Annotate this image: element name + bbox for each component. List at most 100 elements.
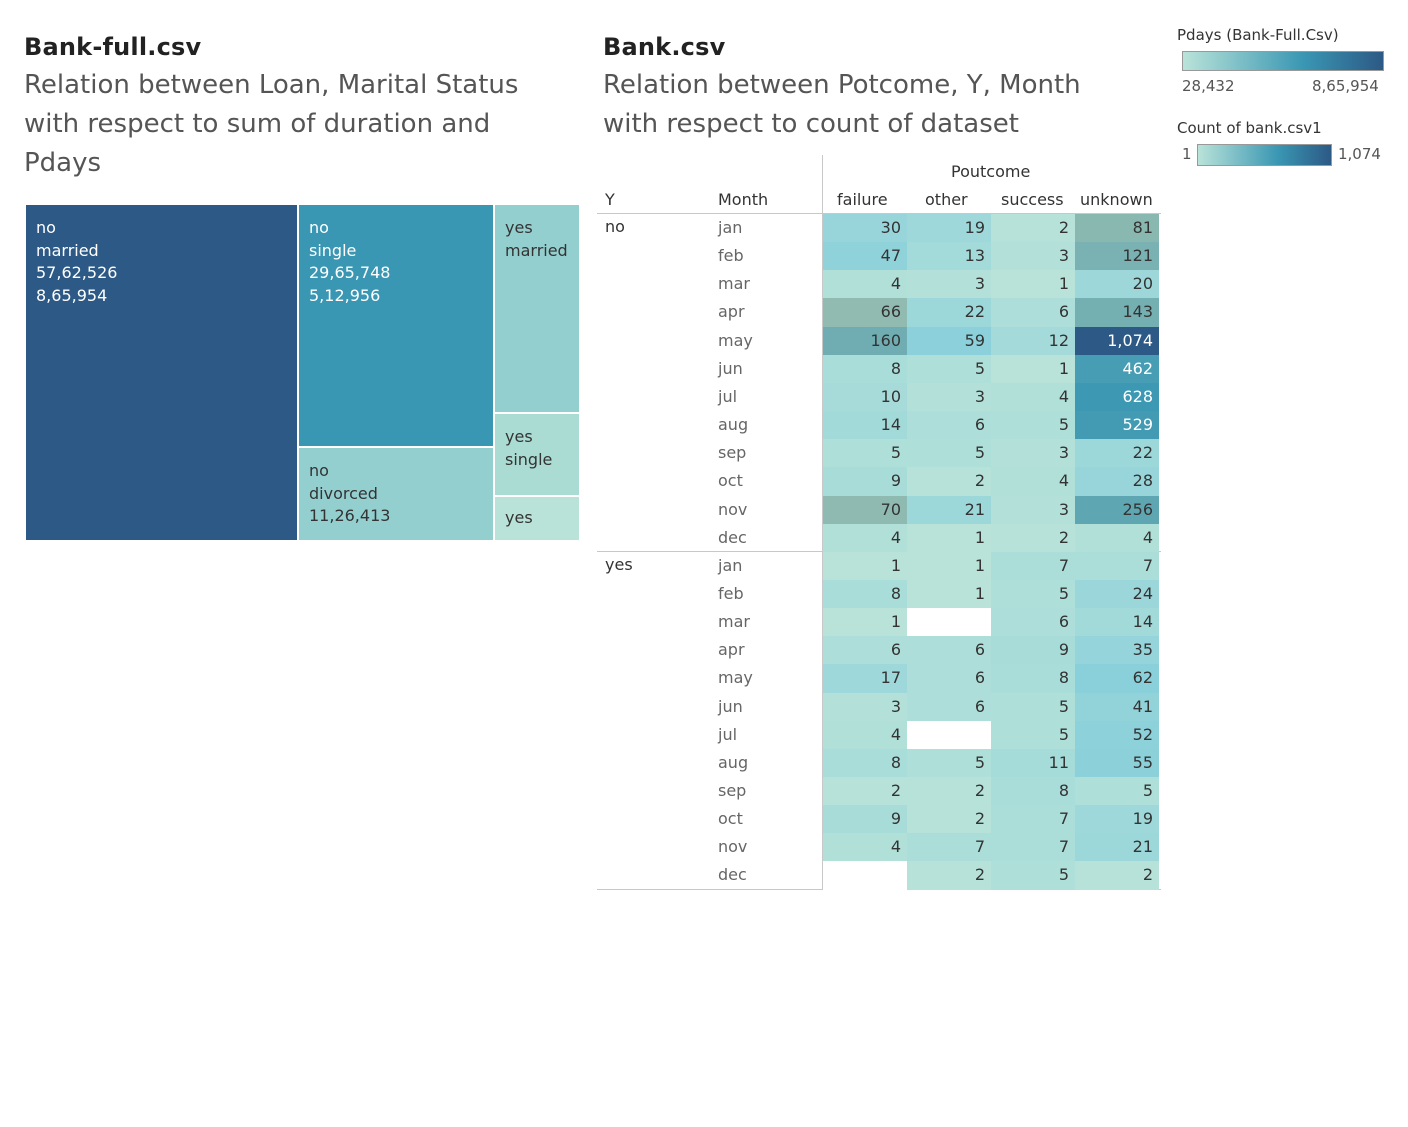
- heatmap-cell[interactable]: 4: [823, 833, 907, 863]
- heatmap-cell[interactable]: 2: [823, 777, 907, 806]
- heatmap-cell[interactable]: 35: [1075, 636, 1159, 666]
- heatmap-cell[interactable]: 3: [991, 439, 1075, 469]
- treemap-cell-yes-single[interactable]: yes single: [495, 414, 579, 495]
- heatmap-cell[interactable]: 41: [1075, 692, 1159, 722]
- heatmap-cell[interactable]: 7: [991, 805, 1075, 835]
- heatmap-cell-empty[interactable]: [823, 861, 907, 891]
- heatmap-cell[interactable]: 6: [907, 692, 991, 722]
- heatmap-cell[interactable]: 21: [907, 495, 991, 525]
- heatmap-cell[interactable]: 121: [1075, 242, 1159, 272]
- heatmap-cell[interactable]: 6: [823, 636, 907, 666]
- heatmap-cell[interactable]: 9: [823, 467, 907, 497]
- heatmap-cell[interactable]: 4: [1075, 523, 1159, 553]
- heatmap-cell[interactable]: 1: [991, 270, 1075, 300]
- heatmap-cell[interactable]: 10: [823, 382, 907, 412]
- treemap-cell-yes[interactable]: yes: [495, 497, 579, 540]
- heatmap-cell[interactable]: 1: [823, 551, 907, 581]
- heatmap-cell[interactable]: 2: [991, 523, 1075, 553]
- heatmap-cell[interactable]: 256: [1075, 495, 1159, 525]
- heatmap-cell[interactable]: 6: [907, 411, 991, 441]
- heatmap-cell[interactable]: 628: [1075, 382, 1159, 412]
- heatmap-cell[interactable]: 19: [1075, 805, 1159, 835]
- heatmap-cell[interactable]: 1,074: [1075, 326, 1159, 356]
- treemap-cell-no-single[interactable]: no single 29,65,748 5,12,956: [299, 205, 493, 446]
- heatmap-cell[interactable]: 5: [823, 439, 907, 469]
- heatmap-cell[interactable]: 4: [823, 270, 907, 300]
- heatmap-cell[interactable]: 1: [991, 354, 1075, 384]
- heatmap-cell[interactable]: 3: [907, 382, 991, 412]
- heatmap-cell[interactable]: 4: [991, 467, 1075, 497]
- heatmap-cell[interactable]: 30: [823, 214, 907, 243]
- heatmap-cell[interactable]: 3: [907, 270, 991, 300]
- heatmap-cell[interactable]: 21: [1075, 833, 1159, 863]
- heatmap-cell[interactable]: 5: [907, 354, 991, 384]
- heatmap-cell[interactable]: 55: [1075, 748, 1159, 778]
- heatmap-cell[interactable]: 7: [907, 833, 991, 863]
- heatmap-cell[interactable]: 2: [907, 861, 991, 891]
- heatmap-cell[interactable]: 5: [991, 861, 1075, 891]
- heatmap-cell[interactable]: 3: [823, 692, 907, 722]
- heatmap-cell[interactable]: 5: [907, 439, 991, 469]
- heatmap-cell[interactable]: 6: [991, 608, 1075, 638]
- heatmap-cell[interactable]: 19: [907, 214, 991, 243]
- treemap-cell-yes-married[interactable]: yes married: [495, 205, 579, 412]
- heatmap-cell[interactable]: 8: [823, 354, 907, 384]
- heatmap-cell[interactable]: 8: [823, 748, 907, 778]
- heatmap-cell[interactable]: 20: [1075, 270, 1159, 300]
- heatmap-cell[interactable]: 4: [823, 523, 907, 553]
- heatmap-cell[interactable]: 5: [991, 411, 1075, 441]
- heatmap-cell[interactable]: 5: [907, 748, 991, 778]
- heatmap-cell[interactable]: 17: [823, 664, 907, 694]
- heatmap-cell[interactable]: 24: [1075, 579, 1159, 609]
- heatmap-cell[interactable]: 5: [991, 579, 1075, 609]
- heatmap-cell[interactable]: 59: [907, 326, 991, 356]
- treemap-cell-no-divorced[interactable]: no divorced 11,26,413: [299, 448, 493, 540]
- heatmap-cell[interactable]: 66: [823, 298, 907, 328]
- heatmap-cell[interactable]: 5: [1075, 777, 1159, 806]
- heatmap-cell[interactable]: 2: [907, 805, 991, 835]
- heatmap-cell[interactable]: 6: [907, 664, 991, 694]
- heatmap-cell[interactable]: 143: [1075, 298, 1159, 328]
- heatmap-cell[interactable]: 7: [991, 551, 1075, 581]
- heatmap-cell[interactable]: 13: [907, 242, 991, 272]
- heatmap-cell[interactable]: 8: [823, 579, 907, 609]
- heatmap-cell[interactable]: 62: [1075, 664, 1159, 694]
- heatmap-cell[interactable]: 4: [991, 382, 1075, 412]
- heatmap-cell[interactable]: 2: [991, 214, 1075, 243]
- heatmap-cell[interactable]: 22: [907, 298, 991, 328]
- heatmap-cell[interactable]: 1: [907, 523, 991, 553]
- heatmap-cell[interactable]: 3: [991, 495, 1075, 525]
- heatmap-cell[interactable]: 12: [991, 326, 1075, 356]
- heatmap-cell[interactable]: 5: [991, 692, 1075, 722]
- heatmap-cell[interactable]: 8: [991, 664, 1075, 694]
- heatmap-cell[interactable]: 6: [991, 298, 1075, 328]
- heatmap-cell[interactable]: 52: [1075, 720, 1159, 750]
- heatmap-cell[interactable]: 22: [1075, 439, 1159, 469]
- heatmap-cell[interactable]: 28: [1075, 467, 1159, 497]
- heatmap-cell[interactable]: 462: [1075, 354, 1159, 384]
- heatmap-cell[interactable]: 14: [1075, 608, 1159, 638]
- heatmap-cell[interactable]: 3: [991, 242, 1075, 272]
- heatmap-cell[interactable]: 7: [1075, 551, 1159, 581]
- heatmap-cell[interactable]: 2: [1075, 861, 1159, 891]
- heatmap-cell[interactable]: 5: [991, 720, 1075, 750]
- heatmap-cell[interactable]: 14: [823, 411, 907, 441]
- heatmap-cell[interactable]: 1: [823, 608, 907, 638]
- heatmap-cell[interactable]: 529: [1075, 411, 1159, 441]
- heatmap-cell[interactable]: 7: [991, 833, 1075, 863]
- heatmap-cell[interactable]: 8: [991, 777, 1075, 806]
- heatmap-cell-empty[interactable]: [907, 608, 991, 638]
- heatmap-cell[interactable]: 9: [823, 805, 907, 835]
- heatmap-cell[interactable]: 160: [823, 326, 907, 356]
- heatmap-cell-empty[interactable]: [907, 720, 991, 750]
- heatmap-cell[interactable]: 2: [907, 467, 991, 497]
- heatmap-cell[interactable]: 6: [907, 636, 991, 666]
- heatmap-cell[interactable]: 4: [823, 720, 907, 750]
- heatmap-cell[interactable]: 70: [823, 495, 907, 525]
- heatmap-cell[interactable]: 47: [823, 242, 907, 272]
- treemap-cell-no-married[interactable]: no married 57,62,526 8,65,954: [26, 205, 297, 540]
- heatmap-cell[interactable]: 1: [907, 551, 991, 581]
- heatmap-cell[interactable]: 1: [907, 579, 991, 609]
- heatmap-cell[interactable]: 9: [991, 636, 1075, 666]
- heatmap-cell[interactable]: 11: [991, 748, 1075, 778]
